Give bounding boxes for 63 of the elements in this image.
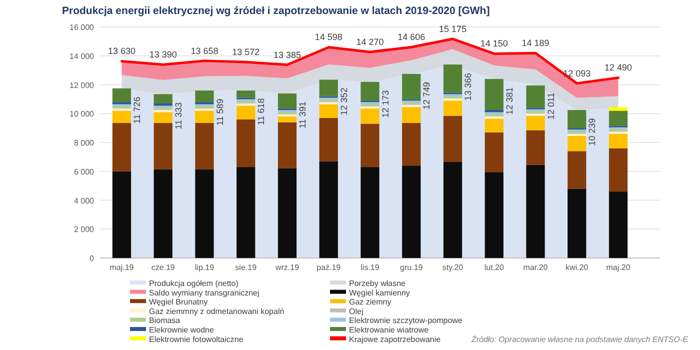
data-label: 14 606 — [398, 32, 426, 42]
x-tick-label: mar.20 — [523, 263, 548, 272]
data-label: 14 150 — [480, 38, 508, 49]
chart-title: Produkcja energii elektrycznej wg źródeł i zapotrzebowanie w latach 2019-2020 [GWh] — [62, 5, 490, 17]
legend-label: Elektrowanie wiatrowe — [349, 326, 430, 334]
data-label: 11 333 — [173, 102, 184, 130]
data-label: 11 726 — [132, 96, 142, 124]
data-label: 15 175 — [438, 24, 467, 34]
data-label: 12 749 — [422, 82, 432, 110]
x-tick-label: cze.19 — [151, 263, 176, 272]
data-label: 14 598 — [314, 32, 342, 42]
data-label: 12 173 — [380, 90, 390, 118]
legend-label: Elektrownie fotowoltaiczne — [149, 334, 244, 344]
x-tick-label: wrz.19 — [274, 263, 300, 272]
data-label: 13 572 — [232, 47, 260, 58]
legend-label: Krajowe zapotrzebowanie — [349, 334, 442, 344]
data-label: 10 239 — [587, 118, 598, 146]
x-tick-label: sie.19 — [235, 263, 258, 272]
legend-label: Elektrownie szczytow-pompowe — [349, 316, 463, 326]
data-label: 12 381 — [504, 87, 514, 115]
legend-label: Węgiel kamienny — [349, 288, 410, 298]
y-tick-label: 6 000 — [74, 167, 95, 176]
y-tick-label: 10 000 — [70, 110, 95, 119]
data-label: 11 589 — [214, 98, 225, 126]
legend-label: Gaz ziemny — [349, 298, 392, 307]
data-label: 13 385 — [273, 50, 302, 60]
data-label: 11 391 — [298, 102, 308, 128]
legend-label: Produkcja ogółem (netto) — [149, 279, 239, 288]
legend-label: Saldo wymiany transgranicznej — [149, 288, 260, 298]
data-label: 12 490 — [604, 62, 632, 73]
legend-label: Elekrownie wodne — [149, 326, 214, 334]
y-tick-label: 12 000 — [70, 80, 95, 90]
legend-label: Gaz ziemmny z odmetanowani kopalń — [149, 306, 284, 316]
y-tick-label: 8 000 — [74, 138, 95, 148]
data-label: 12 093 — [563, 68, 591, 78]
data-label: 12 011 — [546, 92, 556, 120]
legend-label: Olej — [349, 306, 364, 316]
x-tick-label: paź.19 — [316, 263, 342, 272]
data-label: 13 630 — [108, 46, 136, 56]
legend-label: Biomasa — [149, 316, 181, 326]
legend-label: Porzeby własne — [349, 279, 406, 288]
x-tick-label: sty.20 — [442, 263, 464, 272]
x-tick-label: lip.19 — [194, 263, 215, 272]
data-label: 13 658 — [190, 46, 218, 56]
data-label: 13 390 — [149, 50, 177, 60]
y-tick-label: 16 000 — [70, 23, 95, 32]
y-tick-label: 14 000 — [70, 52, 95, 61]
data-label: 14 189 — [522, 38, 550, 48]
x-tick-label: maj.20 — [606, 263, 631, 272]
x-tick-label: gru.19 — [400, 263, 424, 272]
legend-label: Węgiel Brunatny — [149, 298, 208, 307]
data-label: 13 366 — [463, 73, 474, 101]
data-label: 12 352 — [338, 88, 349, 116]
data-label: 14 270 — [356, 36, 384, 47]
data-label: 11 618 — [256, 98, 266, 126]
y-tick-label: 2 000 — [74, 225, 95, 234]
y-tick-label: 4 000 — [74, 196, 95, 206]
y-tick-label: 0 — [90, 254, 95, 263]
x-tick-label: lis.19 — [360, 263, 380, 272]
x-tick-label: maj.19 — [110, 263, 134, 272]
x-tick-label: kwi.20 — [566, 263, 589, 272]
x-tick-label: lut.20 — [484, 263, 504, 272]
text: Źródło: Opracowanie własne na podstawie danych ENTSO-E — [470, 334, 689, 344]
